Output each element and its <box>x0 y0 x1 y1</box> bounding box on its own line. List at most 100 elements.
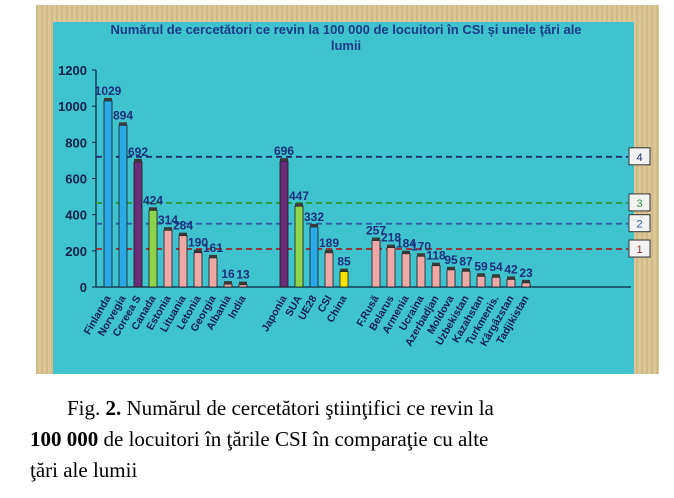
bar-cap <box>402 250 410 254</box>
bar-cap <box>134 158 142 162</box>
bar-value-label: 184 <box>396 237 416 251</box>
bar-cap <box>310 223 318 227</box>
bar <box>103 100 113 288</box>
bar <box>163 229 173 288</box>
y-tick-label: 1000 <box>58 99 87 114</box>
bar <box>476 275 486 288</box>
chart-svg: Numărul de cercetători ce revin la 100 0… <box>53 22 651 374</box>
bar-cap <box>492 274 500 278</box>
bar <box>416 255 426 288</box>
bar-value-label: 170 <box>411 239 431 253</box>
reference-line-box <box>628 147 651 166</box>
bar-cap <box>295 203 303 207</box>
bar-value-label: 1029 <box>95 84 122 98</box>
bar <box>521 282 531 288</box>
bar-cap <box>104 97 112 101</box>
reference-line-label: 3 <box>636 198 642 210</box>
reference-line-box <box>628 239 651 258</box>
bar-value-label: 54 <box>489 260 503 274</box>
reference-line-box <box>628 193 651 212</box>
plot-background <box>53 22 634 374</box>
bar <box>118 124 128 288</box>
bar-value-label: 13 <box>236 268 250 282</box>
bar-value-label: 894 <box>113 108 133 122</box>
bar-cap <box>522 279 530 283</box>
bar-cap <box>224 281 232 285</box>
bar-value-label: 161 <box>203 241 223 255</box>
bar-cap <box>462 268 470 272</box>
bar-value-label: 59 <box>474 259 488 273</box>
bar-cap <box>325 249 333 253</box>
bar-value-label: 284 <box>173 219 193 233</box>
bar <box>506 279 516 288</box>
caption-line3: ţări ale lumii <box>30 458 138 482</box>
bar-value-label: 23 <box>519 266 533 280</box>
bar-cap <box>209 254 217 258</box>
caption-line2: de locuitori în ţările CSI în comparaţie… <box>98 427 489 451</box>
y-tick-label: 600 <box>65 172 87 187</box>
bar-cap <box>164 227 172 231</box>
bar-cap <box>149 207 157 211</box>
bar-cap <box>477 273 485 277</box>
y-tick-label: 0 <box>80 280 87 295</box>
bar <box>193 252 203 288</box>
bar <box>279 160 289 288</box>
reference-line-box <box>628 214 651 233</box>
bar <box>223 283 233 288</box>
y-tick-label: 800 <box>65 135 87 150</box>
y-tick-label: 1200 <box>58 63 87 78</box>
bar-value-label: 42 <box>504 262 518 276</box>
bar-value-label: 332 <box>304 210 324 224</box>
bar-value-label: 696 <box>274 144 294 158</box>
bar-cap <box>372 237 380 241</box>
bar-value-label: 95 <box>444 253 458 267</box>
reference-line-label: 4 <box>636 152 642 164</box>
bar <box>461 270 471 288</box>
bar-cap <box>119 122 127 126</box>
y-tick-label: 200 <box>65 244 87 259</box>
bar <box>148 209 158 288</box>
caption-bold-number: 100 000 <box>30 427 99 451</box>
bar-cap <box>432 262 440 266</box>
bar-value-label: 314 <box>158 213 178 227</box>
chart-title: Numărul de cercetători ce revin la 100 0… <box>110 22 581 53</box>
bar <box>339 271 349 288</box>
bar-value-label: 85 <box>337 255 351 269</box>
bar-value-label: 118 <box>426 249 446 263</box>
bar <box>386 247 396 288</box>
bar-value-label: 692 <box>128 145 148 159</box>
bar <box>178 235 188 288</box>
caption-prefix: Fig. <box>67 396 106 420</box>
bar-cap <box>194 249 202 253</box>
bar <box>324 252 334 288</box>
bar <box>371 240 381 288</box>
bar-value-label: 424 <box>143 193 163 207</box>
bar <box>309 226 319 288</box>
reference-line-label: 1 <box>636 244 642 256</box>
caption-number: 2. <box>105 396 122 420</box>
bar-value-label: 447 <box>289 189 309 203</box>
bar-value-label: 189 <box>319 236 339 250</box>
bar-cap <box>417 253 425 257</box>
y-tick-label: 400 <box>65 208 87 223</box>
bar-cap <box>387 244 395 248</box>
bar-cap <box>340 268 348 272</box>
chart-figure: Numărul de cercetători ce revin la 100 0… <box>36 5 659 374</box>
bar <box>446 269 456 288</box>
bar <box>208 257 218 288</box>
caption-line1: Numărul de cercetători ştiinţifici ce re… <box>121 396 494 420</box>
bar <box>401 253 411 288</box>
bar <box>431 265 441 288</box>
bar <box>133 161 143 288</box>
bar <box>294 205 304 288</box>
bar <box>491 276 501 288</box>
bar-value-label: 257 <box>366 224 386 238</box>
bar <box>238 284 248 288</box>
bar-value-label: 190 <box>188 236 208 250</box>
bar-value-label: 218 <box>381 231 401 245</box>
reference-line-label: 2 <box>636 219 642 231</box>
figure-caption: Fig. 2. Numărul de cercetători ştiinţifi… <box>30 393 650 486</box>
bar-cap <box>280 158 288 162</box>
bar-cap <box>239 281 247 285</box>
bar-value-label: 16 <box>221 267 235 281</box>
